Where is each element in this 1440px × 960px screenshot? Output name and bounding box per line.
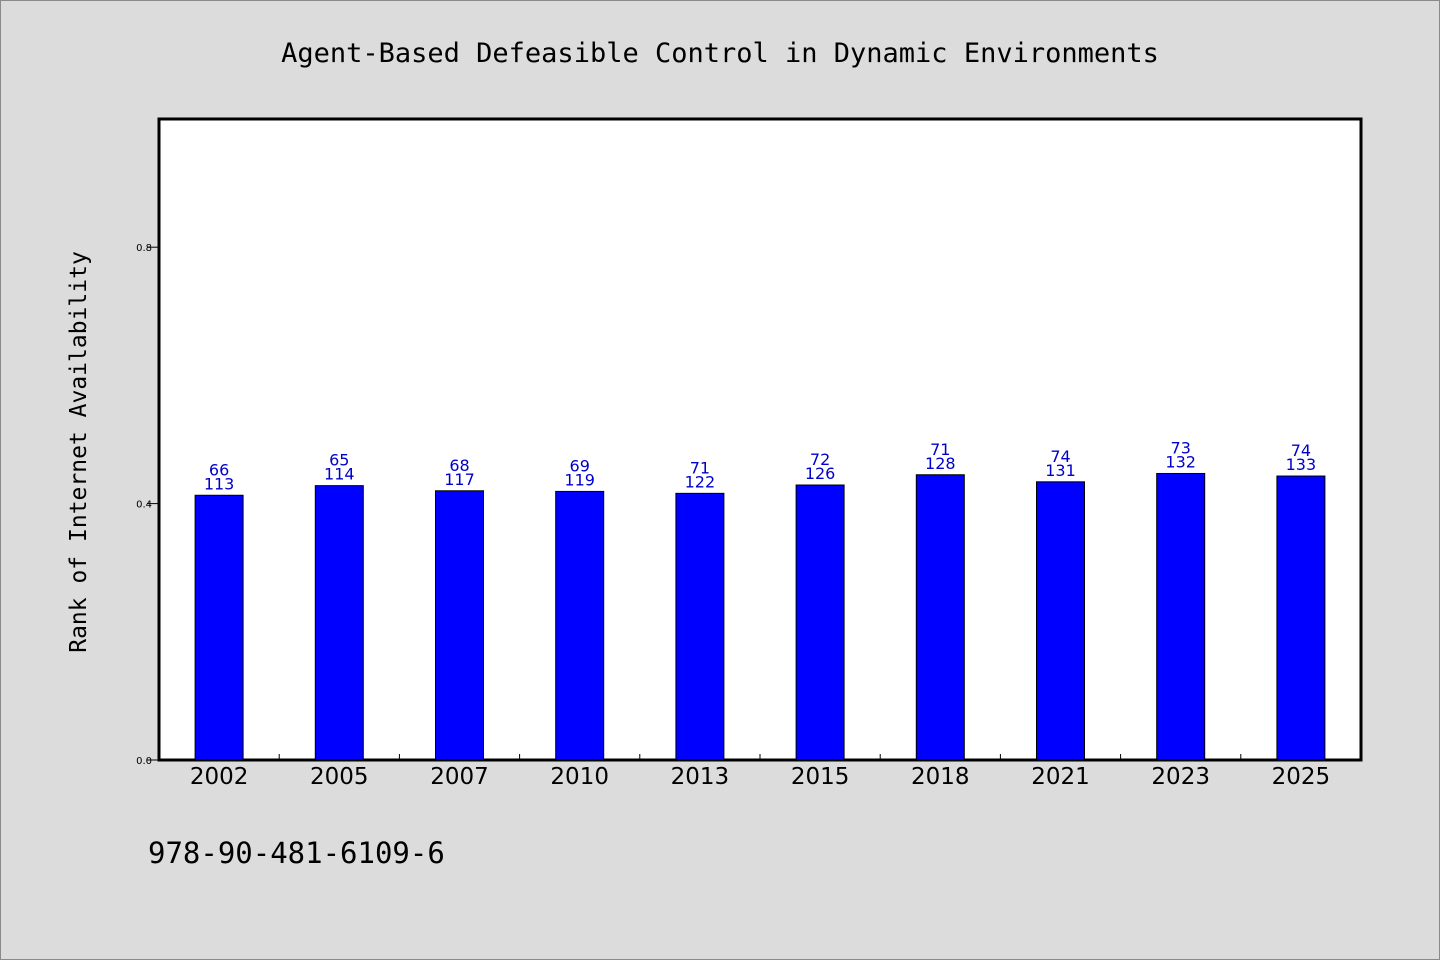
bar-label-bottom: 119 [564,470,595,489]
bar-2007 [435,490,484,761]
bar-label-top: 66 [209,460,229,479]
bar-label-bottom: 131 [1045,461,1076,480]
y-tick-label: 0.8 [136,243,152,254]
x-tick-label: 2015 [791,764,850,790]
bar-label-top: 73 [1171,438,1191,457]
bar-label-top: 71 [690,458,710,477]
x-tick-label: 2021 [1031,764,1090,790]
bar-label-bottom: 117 [444,470,475,489]
y-tick-label: 0.4 [136,500,152,511]
bar-label-bottom: 132 [1165,452,1196,471]
x-tick-label: 2025 [1272,764,1331,790]
y-tick-label: 0.0 [136,756,152,767]
bar-2002 [194,494,244,761]
chart-title: Agent-Based Defeasible Control in Dynami… [281,38,1159,69]
bar-2013 [675,492,725,761]
bar-2023 [1156,472,1206,761]
x-tick-label: 2018 [911,764,970,790]
isbn-footer: 978-90-481-6109-6 [148,836,445,870]
x-tick-label: 2005 [310,764,369,790]
y-axis-label: Rank of Internet Availability [66,251,92,653]
bar-2010 [555,490,605,761]
bar-label-top: 65 [329,451,349,470]
bar-label-top: 68 [449,456,469,475]
bar-label-bottom: 113 [204,474,235,493]
bar-2021 [1036,481,1085,761]
bar-label-bottom: 133 [1286,455,1317,474]
x-tick-label: 2002 [190,764,249,790]
bar-2025 [1276,475,1326,761]
y-axis: 0.0 0.4 0.8 [136,243,159,767]
bar-label-top: 72 [810,450,830,469]
bar-label-top: 69 [570,456,590,475]
bar-label-top: 74 [1291,441,1311,460]
bar-label-bottom: 122 [685,472,716,491]
bar-label-bottom: 128 [925,454,956,473]
x-axis: 2002 2005 2007 2010 2013 2015 2018 2021 2023 2025 [190,754,1330,790]
bar-label-bottom: 114 [324,465,355,484]
bar-series [194,472,1326,761]
x-tick-label: 2023 [1151,764,1210,790]
bar-label-top: 71 [930,440,950,459]
x-tick-label: 2010 [550,764,609,790]
x-tick-label: 2007 [430,764,489,790]
bar-2005 [314,485,364,761]
x-tick-label: 2013 [671,764,730,790]
bar-label-top: 74 [1050,447,1070,466]
bar-label-bottom: 126 [805,464,836,483]
bar-2015 [795,484,845,761]
bar-2018 [915,474,965,761]
